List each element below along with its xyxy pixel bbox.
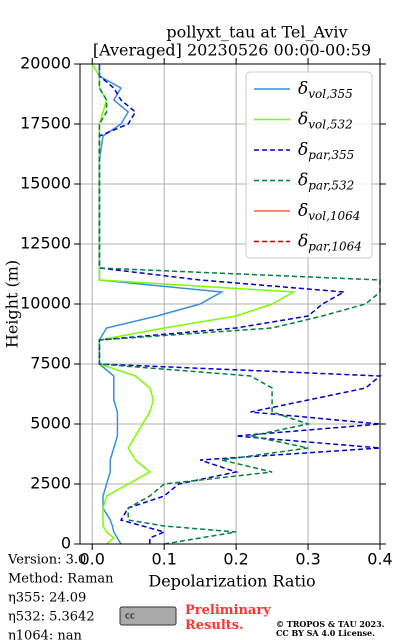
x-tick-label: 0.3 (295, 550, 320, 569)
legend-label: δpar,1064 (298, 231, 362, 253)
preliminary-notice: Preliminary Results. (185, 603, 271, 633)
x-tick-label: 0.4 (367, 550, 392, 569)
license-badge-text: cc (125, 612, 135, 622)
info-line: η532: 5.3642 (8, 610, 95, 625)
copyright: © TROPOS & TAU 2023. (276, 619, 385, 629)
info-line: Version: 3.0 (7, 553, 86, 568)
legend-label: δvol,355 (298, 79, 353, 101)
license: CC BY SA 4.0 License. (276, 628, 375, 638)
legend-label: δpar,355 (298, 140, 354, 162)
series-line (98, 64, 381, 545)
legend-label: δvol,1064 (298, 201, 360, 223)
license-badge (119, 606, 177, 626)
y-tick-label: 7500 (30, 354, 71, 373)
info-line: Method: Raman (8, 572, 114, 587)
legend-label: δvol,532 (298, 109, 353, 131)
plot-frame (79, 63, 381, 545)
y-tick-label: 15000 (20, 174, 71, 193)
x-axis-label: Depolarization Ratio (148, 572, 315, 591)
x-tick-label: 0.2 (223, 550, 248, 569)
y-tick-label: 10000 (20, 294, 71, 313)
footer: cc Preliminary Results. © TROPOS & TAU 20… (119, 603, 385, 638)
y-tick-label: 5000 (30, 414, 71, 433)
legend-label: δpar,532 (298, 170, 354, 192)
info-line: η355: 24.09 (8, 591, 86, 606)
y-tick-label: 17500 (20, 114, 71, 133)
y-tick-label: 12500 (20, 234, 71, 253)
info-block: Version: 3.0 Method: Raman η355: 24.09 η532… (7, 553, 114, 640)
info-line: η1064: nan (8, 629, 83, 640)
x-tick-label: 0.1 (151, 550, 176, 569)
y-tick-label: 20000 (20, 54, 71, 73)
y-tick-label: 0 (61, 534, 71, 553)
y-axis-label: Height (m) (3, 260, 22, 348)
y-tick-label: 2500 (30, 474, 71, 493)
chart-title: pollyxt_tau at Tel_Aviv (166, 23, 347, 42)
chart-subtitle: [Averaged] 20230526 00:00-00:59 (93, 41, 371, 60)
x-tick-label: 0.0 (80, 550, 105, 569)
legend: δvol,355 δvol,532 δpar,355 δpar,532 δvol,106… (245, 71, 373, 259)
